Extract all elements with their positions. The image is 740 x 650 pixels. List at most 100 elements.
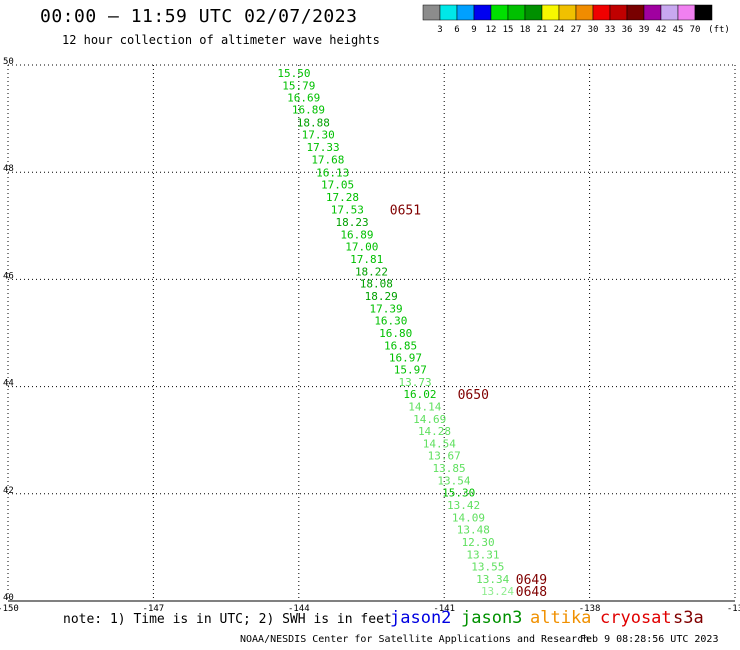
time-label: 0649	[516, 573, 547, 588]
y-tick-label: 46	[3, 271, 14, 281]
satellite-cryosat: cryosat	[600, 608, 672, 628]
swh-label: 16.97	[389, 352, 422, 365]
legend-label: 39	[639, 25, 650, 35]
swh-label: 13.54	[437, 474, 470, 487]
swh-label: 14.69	[413, 413, 446, 426]
swh-label: 17.81	[350, 253, 383, 266]
swh-label: 15.79	[282, 79, 315, 92]
legend-label: 9	[471, 25, 476, 35]
swh-label: 17.39	[369, 302, 402, 315]
legend-swatch	[541, 4, 560, 21]
swh-label: 13.31	[466, 548, 499, 561]
swh-label: 18.29	[365, 290, 398, 303]
swh-label: 17.33	[306, 141, 339, 154]
swh-label: 13.85	[432, 462, 465, 475]
legend-label: 42	[656, 25, 667, 35]
legend-swatch	[456, 4, 475, 21]
legend-swatch	[694, 4, 713, 21]
swh-label: 18.22	[355, 265, 388, 278]
swh-label: 14.09	[452, 511, 485, 524]
legend-label: 33	[605, 25, 616, 35]
legend-label: 24	[554, 25, 565, 35]
swh-label: 13.73	[399, 376, 432, 389]
swh-label: 13.48	[457, 524, 490, 537]
legend-swatch	[677, 4, 696, 21]
swh-label: 14.14	[408, 400, 441, 413]
grid-lines	[7, 64, 736, 602]
footer-credit: NOAA/NESDIS Center for Satellite Applica…	[240, 634, 590, 645]
swh-label: 16.89	[292, 103, 325, 116]
color-legend: 3 6 9 12 15 18 21 24 27 30 33 36 39 42 45 70 (ft)	[422, 4, 730, 35]
swh-label: 17.30	[302, 129, 335, 142]
y-tick-label: 50	[3, 57, 14, 67]
swh-label: 16.89	[340, 228, 373, 241]
y-tick-label: 48	[3, 164, 14, 174]
satellite-jason2: jason2	[390, 608, 452, 628]
y-tick-label: 42	[3, 486, 14, 496]
legend-label: 3	[437, 25, 442, 35]
legend-label: 12	[486, 25, 497, 35]
legend-label: 30	[588, 25, 599, 35]
x-tick-label: -138	[579, 604, 601, 614]
legend-unit: (ft)	[708, 25, 730, 35]
swh-label: 17.53	[331, 204, 364, 217]
legend-swatch	[490, 4, 509, 21]
swh-label: 13.55	[471, 561, 504, 574]
legend-swatch	[643, 4, 662, 21]
swh-label: 17.28	[326, 191, 359, 204]
legend-swatch	[592, 4, 611, 21]
swh-label: 17.00	[345, 241, 378, 254]
x-tick-label: -13	[727, 604, 740, 614]
swh-label: 16.80	[379, 327, 412, 340]
time-label: 0648	[516, 585, 547, 600]
x-tick-label: -147	[143, 604, 165, 614]
swh-label: 16.02	[403, 388, 436, 401]
swh-labels: 15.5015.7916.6916.8918.8817.3017.3317.68…	[277, 67, 514, 598]
legend-swatch	[575, 4, 594, 21]
swh-label: 18.88	[297, 116, 330, 129]
legend-label: 70	[690, 25, 701, 35]
swh-label: 17.05	[321, 179, 354, 192]
satellite-s3a: s3a	[673, 608, 704, 628]
swh-label: 15.30	[442, 487, 475, 500]
legend-swatch	[473, 4, 492, 21]
legend-swatch	[524, 4, 543, 21]
tick-labels: -150 -147 -144 -141 -138 -13 40 42 44 46 48 50	[0, 57, 740, 614]
legend-label: 18	[520, 25, 531, 35]
swh-label: 18.23	[336, 216, 369, 229]
legend-swatch	[439, 4, 458, 21]
time-label: 0651	[390, 204, 421, 219]
legend-swatch	[626, 4, 645, 21]
swh-label: 15.97	[394, 363, 427, 376]
x-tick-label: -150	[0, 604, 19, 614]
x-tick-label: -141	[433, 604, 455, 614]
swh-label: 13.34	[476, 573, 509, 586]
legend-swatch	[558, 4, 577, 21]
y-tick-label: 40	[3, 593, 14, 603]
legend-label: 45	[673, 25, 684, 35]
legend-label: 15	[503, 25, 514, 35]
swh-label: 14.28	[418, 425, 451, 438]
footer-timestamp: Feb 9 08:28:56 UTC 2023	[580, 634, 719, 645]
legend-label: 27	[571, 25, 582, 35]
chart-subtitle: 12 hour collection of altimeter wave hei…	[62, 33, 380, 47]
swh-label: 16.30	[374, 315, 407, 328]
x-tick-label: -144	[288, 604, 310, 614]
swh-label: 16.85	[384, 339, 417, 352]
swh-label: 16.13	[316, 167, 349, 180]
y-tick-label: 44	[3, 379, 14, 389]
legend-swatch	[609, 4, 628, 21]
legend-swatch	[422, 4, 441, 21]
legend-swatch	[507, 4, 526, 21]
swh-label: 13.24	[481, 585, 514, 598]
time-label: 0650	[458, 388, 489, 403]
chart-title: 00:00 – 11:59 UTC 02/07/2023	[40, 6, 358, 27]
legend-label: 36	[622, 25, 633, 35]
swh-label: 13.42	[447, 499, 480, 512]
swh-label: 16.69	[287, 92, 320, 105]
swh-label: 13.67	[428, 450, 461, 463]
legend-label: 21	[537, 25, 548, 35]
swh-label: 12.30	[462, 536, 495, 549]
